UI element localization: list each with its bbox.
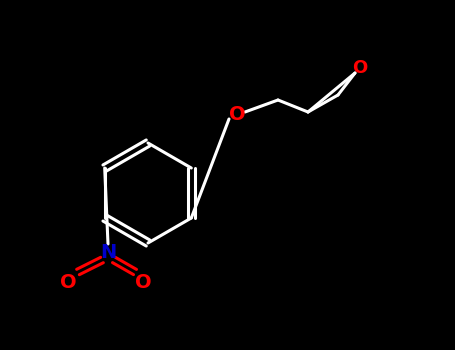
Text: O: O: [135, 273, 152, 292]
Text: O: O: [229, 105, 245, 125]
Text: O: O: [60, 273, 76, 292]
Text: N: N: [100, 243, 116, 261]
Text: O: O: [352, 59, 368, 77]
